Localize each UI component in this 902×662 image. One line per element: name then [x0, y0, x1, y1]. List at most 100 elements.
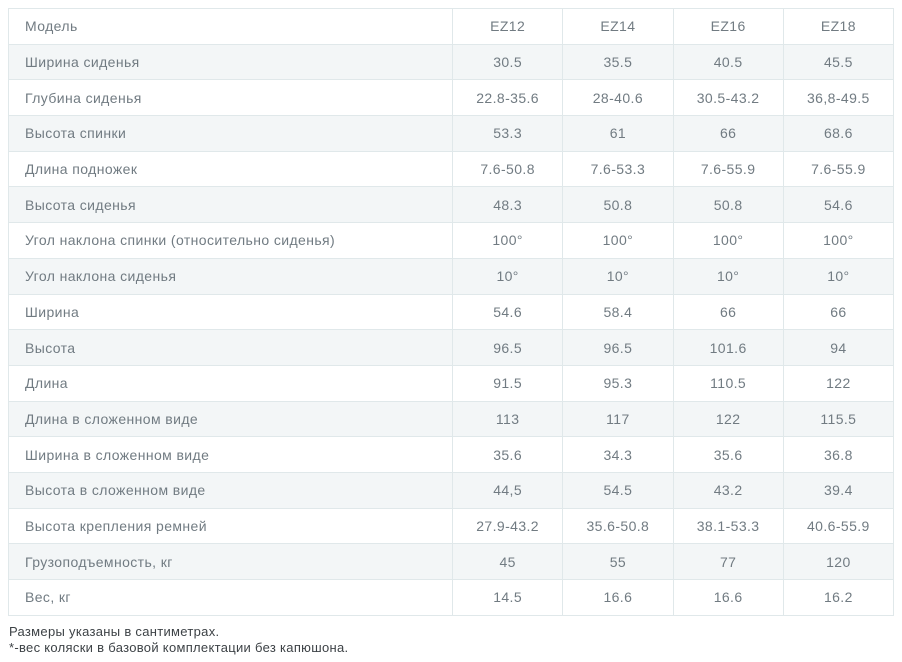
table-row: Ширина сиденья 30.5 35.5 40.5 45.5: [8, 43, 895, 81]
table-row: Высота 96.5 96.5 101.6 94: [8, 329, 895, 366]
row-value: 100°: [672, 222, 784, 259]
row-value: 10°: [451, 257, 564, 295]
footnote-units: Размеры указаны в сантиметрах.: [9, 624, 220, 639]
row-label: Ширина сиденья: [8, 43, 453, 81]
row-value: 48.3: [451, 186, 564, 224]
model-spec-table: Модель EZ12 EZ14 EZ16 EZ18 Ширина сидень…: [8, 8, 895, 616]
table-header-row: Модель EZ12 EZ14 EZ16 EZ18: [8, 8, 895, 45]
table-row: Высота сиденья 48.3 50.8 50.8 54.6: [8, 186, 895, 224]
row-value: 58.4: [562, 293, 674, 331]
row-value: 16.6: [562, 579, 674, 616]
row-label: Ширина: [8, 293, 453, 331]
row-value: 96.5: [562, 329, 674, 366]
row-value: 122: [782, 364, 895, 402]
row-label: Угол наклона сиденья: [8, 257, 453, 295]
header-model-ez12: EZ12: [451, 8, 564, 45]
header-model-ez18: EZ18: [782, 8, 895, 45]
row-value: 39.4: [782, 471, 895, 509]
row-value: 113: [451, 400, 564, 438]
row-value: 10°: [562, 257, 674, 295]
row-value: 35.6: [451, 436, 564, 473]
row-label: Ширина в сложенном виде: [8, 436, 453, 473]
row-value: 7.6-55.9: [672, 150, 784, 188]
table-row: Ширина 54.6 58.4 66 66: [8, 293, 895, 331]
row-value: 16.6: [672, 579, 784, 616]
row-label: Угол наклона спинки (относительно сидень…: [8, 222, 453, 259]
row-value: 95.3: [562, 364, 674, 402]
row-label: Грузоподъемность, кг: [8, 543, 453, 580]
row-label: Длина в сложенном виде: [8, 400, 453, 438]
row-value: 101.6: [672, 329, 784, 366]
row-value: 30.5-43.2: [672, 79, 784, 117]
row-value: 66: [672, 115, 784, 152]
row-value: 117: [562, 400, 674, 438]
footnote-weight-note: *-вес коляски в базовой комплектации без…: [9, 639, 349, 655]
row-value: 43.2: [672, 471, 784, 509]
row-value: 28-40.6: [562, 79, 674, 117]
row-value: 7.6-53.3: [562, 150, 674, 188]
row-value: 96.5: [451, 329, 564, 366]
row-value: 50.8: [562, 186, 674, 224]
row-value: 7.6-50.8: [451, 150, 564, 188]
table-row: Ширина в сложенном виде 35.6 34.3 35.6 36.8: [8, 436, 895, 473]
row-value: 35.5: [562, 43, 674, 81]
row-value: 40.6-55.9: [782, 507, 895, 545]
table-row: Высота крепления ремней 27.9-43.2 35.6-50.…: [8, 507, 895, 545]
row-label: Высота в сложенном виде: [8, 471, 453, 509]
row-value: 100°: [451, 222, 564, 259]
row-value: 7.6-55.9: [782, 150, 895, 188]
row-value: 115.5: [782, 400, 895, 438]
row-value: 35.6-50.8: [562, 507, 674, 545]
table-row: Длина подножек 7.6-50.8 7.6-53.3 7.6-55.9 7.…: [8, 150, 895, 188]
table-row: Длина 91.5 95.3 110.5 122: [8, 364, 895, 402]
table-row: Высота в сложенном виде 44,5 54.5 43.2 39.4: [8, 471, 895, 509]
row-value: 22.8-35.6: [451, 79, 564, 117]
row-label: Высота крепления ремней: [8, 507, 453, 545]
row-value: 122: [672, 400, 784, 438]
row-value: 54.5: [562, 471, 674, 509]
row-value: 45: [451, 543, 564, 580]
row-label: Длина: [8, 364, 453, 402]
row-value: 61: [562, 115, 674, 152]
header-model-ez16: EZ16: [672, 8, 784, 45]
row-value: 30.5: [451, 43, 564, 81]
row-value: 54.6: [451, 293, 564, 331]
table-row: Длина в сложенном виде 113 117 122 115.5: [8, 400, 895, 438]
table-row: Вес, кг 14.5 16.6 16.6 16.2: [8, 579, 895, 616]
row-value: 45.5: [782, 43, 895, 81]
row-value: 100°: [562, 222, 674, 259]
row-label: Глубина сиденья: [8, 79, 453, 117]
row-value: 110.5: [672, 364, 784, 402]
row-label: Вес, кг: [8, 579, 453, 616]
table-row: Глубина сиденья 22.8-35.6 28-40.6 30.5-43.2…: [8, 79, 895, 117]
row-value: 53.3: [451, 115, 564, 152]
table-row: Угол наклона спинки (относительно сидень…: [8, 222, 895, 259]
row-value: 36,8-49.5: [782, 79, 895, 117]
footnotes: Размеры указаны в сантиметрах. *-вес кол…: [9, 624, 348, 655]
header-label-model: Модель: [8, 8, 453, 45]
row-value: 40.5: [672, 43, 784, 81]
row-value: 27.9-43.2: [451, 507, 564, 545]
row-label: Высота сиденья: [8, 186, 453, 224]
row-value: 16.2: [782, 579, 895, 616]
row-label: Высота: [8, 329, 453, 366]
row-value: 66: [672, 293, 784, 331]
row-value: 120: [782, 543, 895, 580]
row-value: 54.6: [782, 186, 895, 224]
row-value: 35.6: [672, 436, 784, 473]
row-value: 77: [672, 543, 784, 580]
row-value: 68.6: [782, 115, 895, 152]
row-value: 50.8: [672, 186, 784, 224]
table-row: Высота спинки 53.3 61 66 68.6: [8, 115, 895, 152]
row-value: 38.1-53.3: [672, 507, 784, 545]
spec-table-body: Модель EZ12 EZ14 EZ16 EZ18 Ширина сидень…: [8, 8, 895, 616]
row-value: 91.5: [451, 364, 564, 402]
row-value: 100°: [782, 222, 895, 259]
table-row: Угол наклона сиденья 10° 10° 10° 10°: [8, 257, 895, 295]
table-row: Грузоподъемность, кг 45 55 77 120: [8, 543, 895, 580]
header-model-ez14: EZ14: [562, 8, 674, 45]
row-value: 66: [782, 293, 895, 331]
row-value: 55: [562, 543, 674, 580]
row-value: 10°: [782, 257, 895, 295]
